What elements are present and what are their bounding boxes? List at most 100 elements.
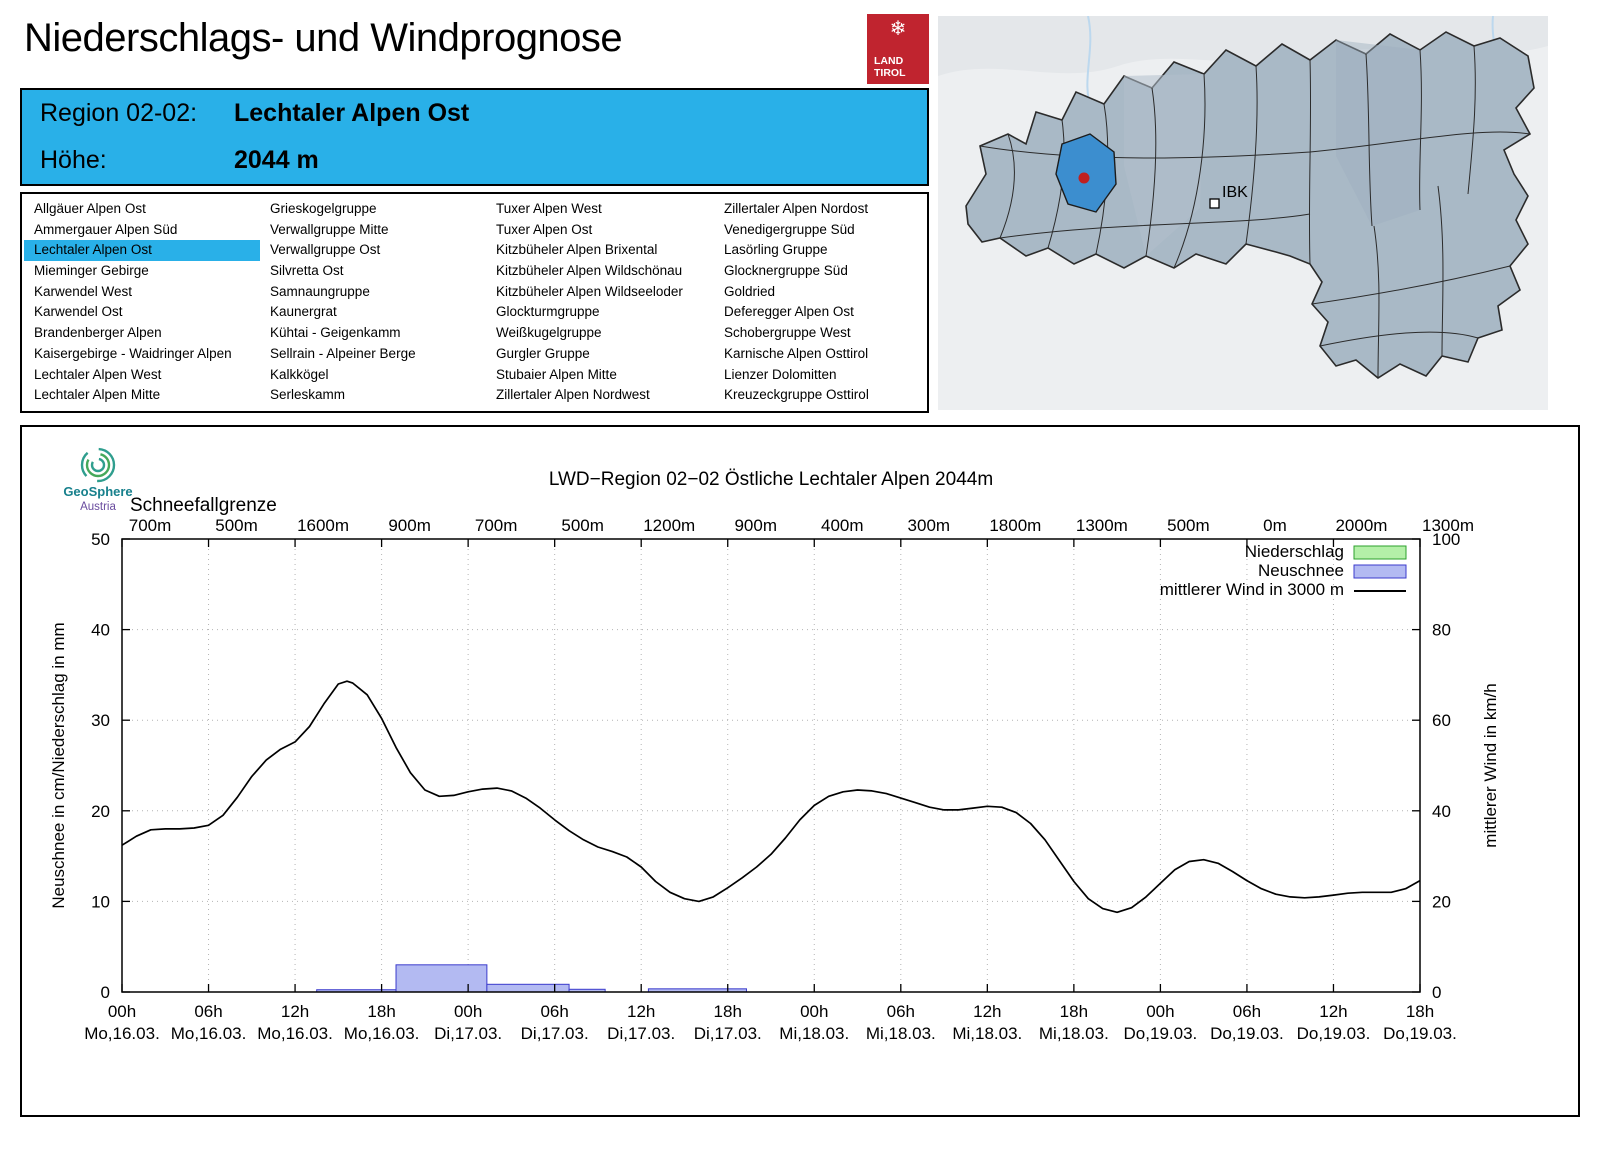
region-list-item[interactable]: Tuxer Alpen West — [496, 201, 602, 217]
region-list-item[interactable]: Verwallgruppe Ost — [270, 242, 381, 258]
x-tick-day: Do,19.03. — [1383, 1024, 1457, 1043]
region-list-item[interactable]: Serleskamm — [270, 387, 346, 403]
x-tick-day: Mo,16.03. — [171, 1024, 247, 1043]
snowline-value: 1200m — [643, 516, 695, 535]
x-tick-hour: 18h — [714, 1002, 742, 1021]
x-tick-hour: 06h — [540, 1002, 568, 1021]
region-list-item[interactable]: Silvretta Ost — [270, 263, 344, 279]
geosphere-name: GeoSphere — [63, 484, 132, 499]
x-tick-day: Do,19.03. — [1124, 1024, 1198, 1043]
region-label: Region 02-02: — [40, 99, 198, 127]
wind-line — [121, 680, 1421, 914]
x-tick-hour: 00h — [800, 1002, 828, 1021]
region-list-item[interactable]: Ammergauer Alpen Süd — [34, 221, 178, 237]
snowline-value: 500m — [215, 516, 258, 535]
region-list-item[interactable]: Karwendel West — [34, 283, 133, 299]
region-list-item[interactable]: Samnaungruppe — [270, 283, 370, 299]
region-list-item[interactable]: Deferegger Alpen Ost — [724, 304, 854, 320]
y-axis-label-left: Neuschnee in cm/Niederschlag in mm — [49, 622, 68, 908]
land-tirol-logo-text: LAND TIROL — [874, 55, 906, 79]
geosphere-country: Austria — [80, 501, 116, 513]
region-list-item-selected[interactable]: Lechtaler Alpen Ost — [24, 240, 260, 262]
region-list-item[interactable]: Lasörling Gruppe — [724, 242, 828, 258]
x-tick-hour: 18h — [1060, 1002, 1088, 1021]
region-list-item[interactable]: Zillertaler Alpen Nordost — [724, 201, 869, 217]
region-list-item[interactable]: Sellrain - Alpeiner Berge — [270, 345, 416, 361]
region-list-item[interactable]: Glockturmgruppe — [496, 304, 600, 320]
snowline-value: 500m — [561, 516, 604, 535]
plot-frame — [121, 538, 1421, 993]
snowline-value: 1300m — [1076, 516, 1128, 535]
region-list-item[interactable]: Kitzbüheler Alpen Wildschönau — [496, 263, 683, 279]
x-tick-hour: 06h — [887, 1002, 915, 1021]
region-list-item[interactable]: Kitzbüheler Alpen Brixental — [496, 242, 658, 258]
x-tick-day: Mi,18.03. — [1039, 1024, 1109, 1043]
y-tick-label-left: 40 — [91, 621, 110, 640]
region-list-item[interactable]: Kitzbüheler Alpen Wildseeloder — [496, 283, 683, 299]
height-label: Höhe: — [40, 146, 107, 174]
x-tick-hour: 18h — [367, 1002, 395, 1021]
region-list-item[interactable]: Mieminger Gebirge — [34, 263, 149, 279]
region-list-item[interactable]: Kalkkögel — [270, 366, 329, 382]
region-list-item[interactable]: Lechtaler Alpen West — [34, 366, 162, 382]
legend-swatch — [1353, 564, 1407, 579]
y-tick-label-left: 0 — [101, 983, 110, 1002]
region-list-item[interactable]: Tuxer Alpen Ost — [496, 221, 593, 237]
region-list-item[interactable]: Brandenberger Alpen — [34, 325, 162, 341]
region-list-item[interactable]: Allgäuer Alpen Ost — [34, 201, 146, 217]
region-list-item[interactable]: Venedigergruppe Süd — [724, 221, 855, 237]
snowline-label: Schneefallgrenze — [130, 495, 277, 516]
snowline-value: 900m — [734, 516, 777, 535]
region-list-item[interactable]: Karnische Alpen Osttirol — [724, 345, 869, 361]
geosphere-spiral-icon — [85, 452, 111, 478]
neuschnee-bar — [486, 983, 570, 993]
region-list-item[interactable]: Verwallgruppe Mitte — [270, 221, 389, 237]
region-list-item[interactable]: Kaunergrat — [270, 304, 337, 320]
page-title: Niederschlags- und Windprognose — [24, 16, 623, 60]
neuschnee-bar — [395, 964, 488, 993]
land-tirol-logo: ❄ LAND TIROL — [867, 14, 929, 84]
geosphere-logo: GeoSphere Austria — [50, 443, 146, 517]
region-list-item[interactable]: Karwendel Ost — [34, 304, 123, 320]
y-tick-label-right: 0 — [1432, 983, 1441, 1002]
logo-line1: LAND — [874, 54, 904, 67]
legend-label: Niederschlag — [1245, 542, 1344, 561]
x-tick-day: Do,19.03. — [1297, 1024, 1371, 1043]
region-list-item[interactable]: Glocknergruppe Süd — [724, 263, 848, 279]
region-list-item[interactable]: Lienzer Dolomitten — [724, 366, 837, 382]
geosphere-spiral-icon — [90, 457, 106, 473]
region-list-column-4: Zillertaler Alpen Nordost Venedigergruppe… — [714, 199, 927, 406]
geosphere-spiral-icon — [80, 447, 116, 483]
region-list-item[interactable]: Grieskogelgruppe — [270, 201, 377, 217]
region-list-item[interactable]: Zillertaler Alpen Nordwest — [496, 387, 650, 403]
map-district-tint — [1124, 74, 1204, 256]
snowline-value: 900m — [388, 516, 431, 535]
x-tick-day: Mi,18.03. — [952, 1024, 1022, 1043]
snowline-value: 300m — [908, 516, 951, 535]
y-tick-label-right: 100 — [1432, 530, 1460, 549]
region-list-item[interactable]: Stubaier Alpen Mitte — [496, 366, 617, 382]
x-tick-hour: 12h — [627, 1002, 655, 1021]
region-list-item[interactable]: Gurgler Gruppe — [496, 345, 590, 361]
snowline-value: 1800m — [989, 516, 1041, 535]
x-tick-day: Mo,16.03. — [84, 1024, 160, 1043]
y-axis-label-right: mittlerer Wind in km/h — [1481, 683, 1500, 847]
geosphere-logo-svg: GeoSphere Austria — [63, 447, 133, 513]
y-tick-label-left: 50 — [91, 530, 110, 549]
height-row: Höhe: 2044 m — [22, 137, 927, 184]
region-list-item[interactable]: Kühtai - Geigenkamm — [270, 325, 401, 341]
y-tick-label-right: 20 — [1432, 892, 1451, 911]
region-list: Allgäuer Alpen Ost Ammergauer Alpen Süd Le… — [20, 192, 929, 413]
snowline-value: 0m — [1263, 516, 1287, 535]
x-tick-hour: 12h — [973, 1002, 1001, 1021]
region-list-item[interactable]: Lechtaler Alpen Mitte — [34, 387, 161, 403]
region-row: Region 02-02: Lechtaler Alpen Ost — [22, 90, 927, 137]
region-list-item[interactable]: Schobergruppe West — [724, 325, 851, 341]
region-list-item[interactable]: Kreuzeckgruppe Osttirol — [724, 387, 869, 403]
legend-label: mittlerer Wind in 3000 m — [1160, 580, 1344, 599]
x-tick-hour: 12h — [281, 1002, 309, 1021]
y-tick-label-right: 60 — [1432, 711, 1451, 730]
region-list-item[interactable]: Weißkugelgruppe — [496, 325, 602, 341]
region-list-item[interactable]: Goldried — [724, 283, 776, 299]
region-list-item[interactable]: Kaisergebirge - Waidringer Alpen — [34, 345, 232, 361]
